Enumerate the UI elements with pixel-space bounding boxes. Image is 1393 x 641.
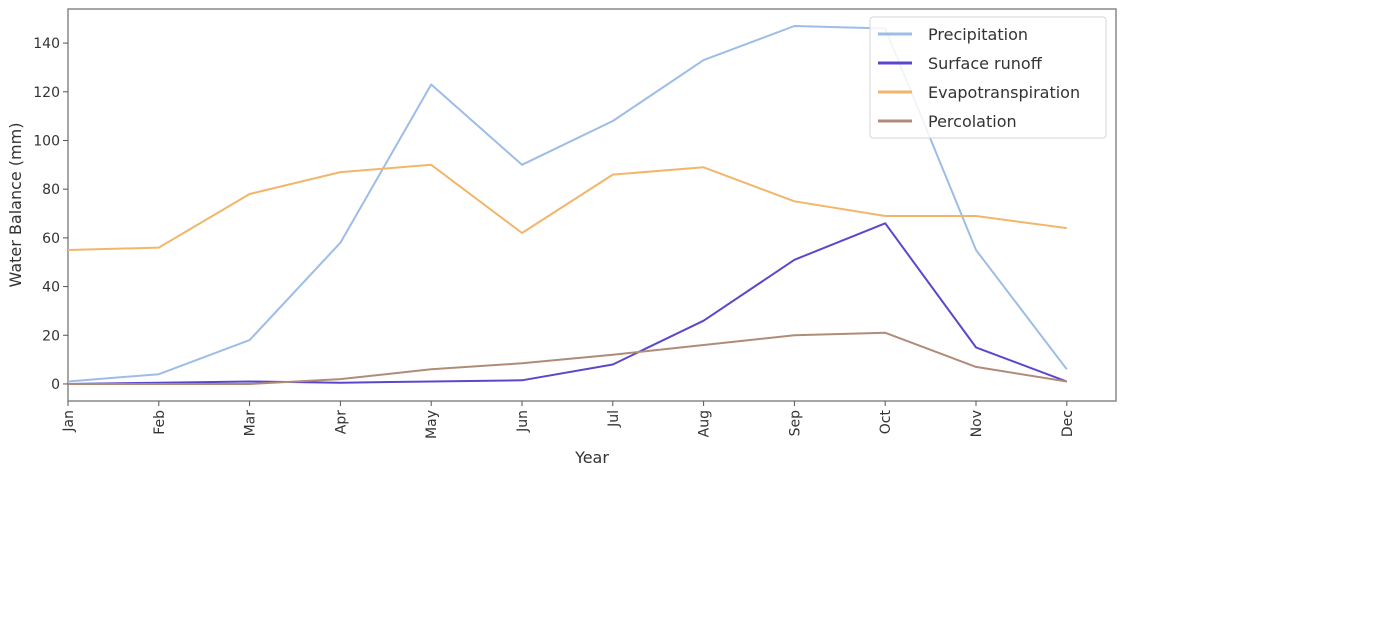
- series-line-surface-runoff: [67, 222, 1068, 385]
- x-tick-label: Jun: [515, 410, 531, 433]
- y-tick-label: 140: [33, 36, 60, 52]
- x-tick-label: Nov: [969, 410, 985, 437]
- y-tick-label: 40: [42, 280, 60, 296]
- legend-label: Evapotranspiration: [928, 83, 1080, 102]
- y-tick-label: 80: [42, 182, 60, 198]
- legend-label: Percolation: [928, 112, 1017, 131]
- x-tick-label: Dec: [1060, 410, 1076, 437]
- legend-label: Surface runoff: [928, 54, 1043, 73]
- x-tick-label: Aug: [697, 410, 713, 437]
- y-tick-label: 60: [42, 231, 60, 247]
- x-tick-label: Feb: [152, 410, 168, 435]
- x-tick-label: Apr: [333, 410, 349, 434]
- series-line-percolation: [68, 331, 1067, 385]
- x-tick-label: Oct: [878, 410, 894, 435]
- x-axis-label: Year: [574, 448, 609, 467]
- y-tick-label: 120: [33, 85, 60, 101]
- y-axis-label: Water Balance (mm): [6, 123, 25, 288]
- x-tick-label: Mar: [243, 410, 259, 437]
- series-line-evapotranspiration: [67, 163, 1067, 251]
- x-tick-label: Sep: [787, 410, 803, 437]
- x-tick-label: Jul: [606, 410, 622, 428]
- y-tick-label: 20: [42, 328, 60, 344]
- legend: Precipitation Surface runoff Evapotranspir…: [869, 16, 1107, 139]
- y-tick-label: 100: [33, 133, 60, 149]
- legend-box: [869, 16, 1107, 139]
- legend-label: Precipitation: [928, 25, 1028, 44]
- y-axis-ticks: 0 20 40 60 80 100 120 140: [33, 36, 68, 393]
- x-tick-label: May: [424, 410, 440, 439]
- y-tick-label: 0: [51, 377, 60, 393]
- x-axis-ticks: Jan Feb Mar Apr May Jun Jul Aug Sep Oct Nov Dec: [61, 401, 1076, 439]
- x-tick-label: Jan: [61, 410, 77, 433]
